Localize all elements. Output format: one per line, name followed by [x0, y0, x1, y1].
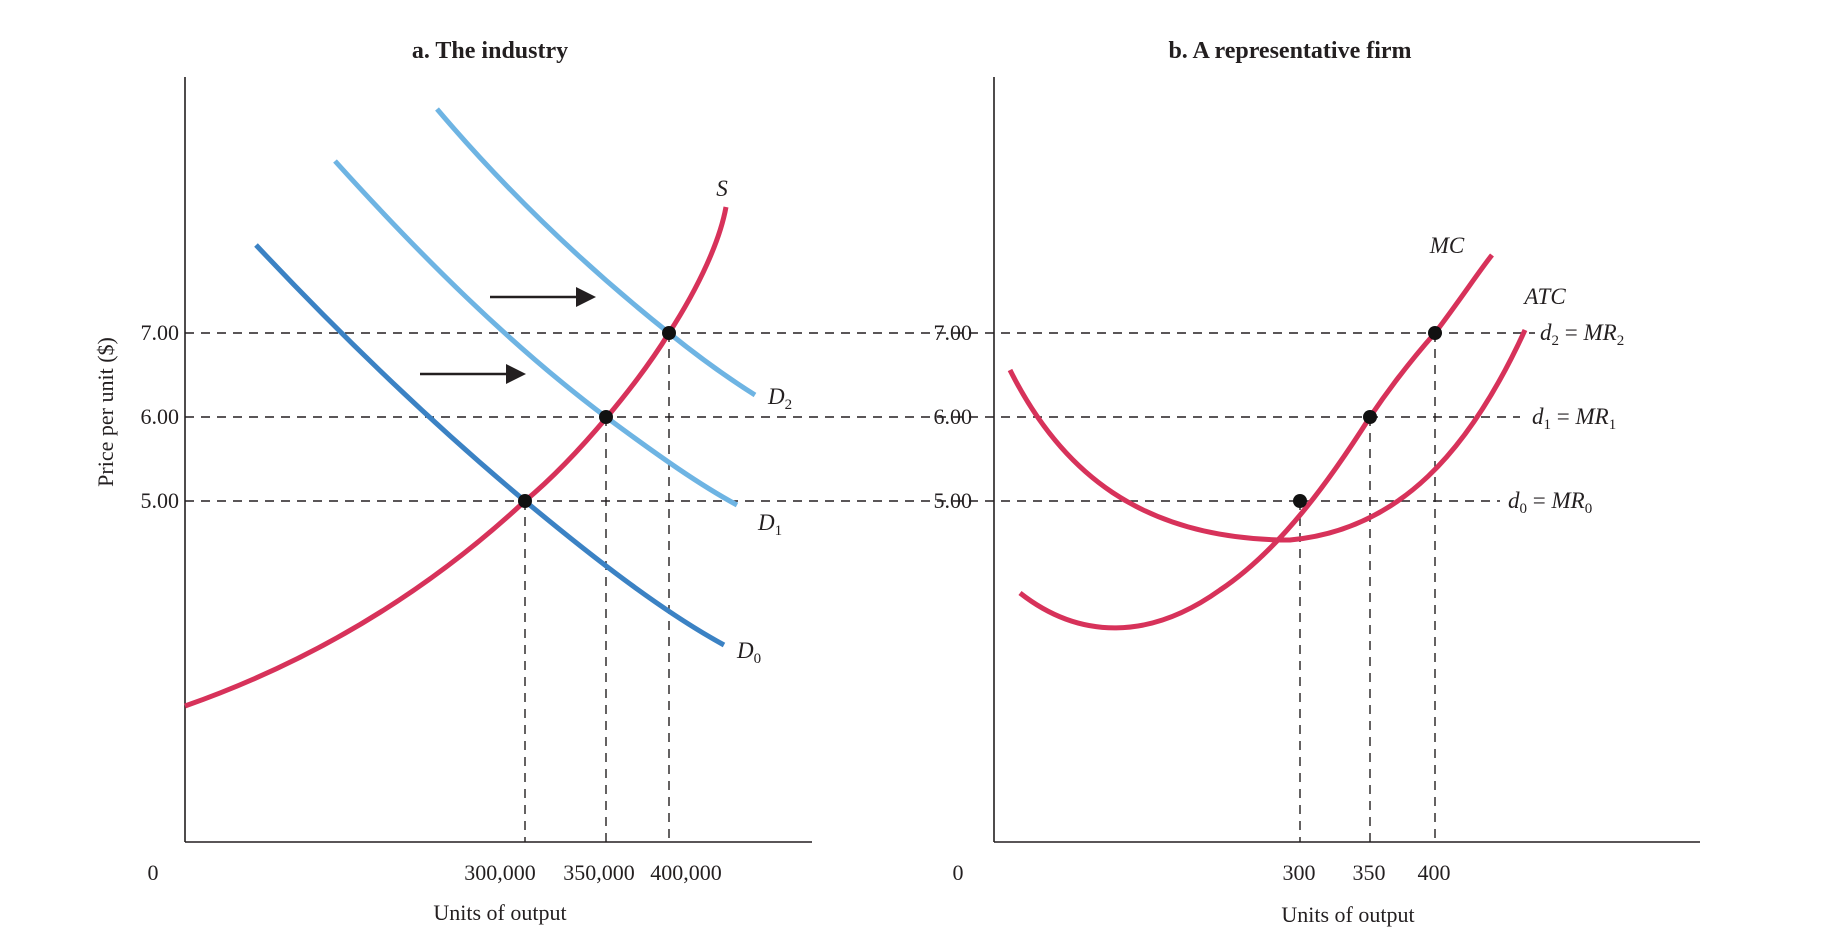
label-d1-mr1-mr: MR [1574, 404, 1608, 429]
label-d0-mr0-dsub: 0 [1520, 501, 1528, 517]
panel-b-x-tick-300: 300 [1283, 860, 1316, 885]
label-d0-mr0-mrsub: 0 [1585, 501, 1593, 517]
panel-a-equilibrium-350000 [599, 410, 613, 424]
panel-b-x-axis-label: Units of output [1281, 902, 1414, 927]
panel-a-y-tick-600: 6.00 [141, 404, 180, 429]
series-d2 [435, 107, 757, 398]
label-d1-main: D [757, 510, 775, 535]
label-d2-sub: 2 [785, 397, 793, 413]
series-s [184, 206, 729, 709]
label-atc: ATC [1522, 284, 1566, 309]
series-d1 [333, 159, 739, 508]
panel-a-title: a. The industry [412, 38, 568, 64]
label-d2-mr2: d2 = MR2 [1540, 320, 1624, 349]
label-d2-mr2-d: d [1540, 320, 1552, 345]
label-d2-mr2-mrsub: 2 [1617, 333, 1625, 349]
label-d2-mr2-eq: = [1559, 320, 1583, 345]
panel-a-x-axis-label: Units of output [433, 900, 566, 925]
panel-a-y-tick-700: 7.00 [141, 320, 180, 345]
label-d1-mr1-mrsub: 1 [1609, 417, 1617, 433]
label-d0-main: D [736, 638, 754, 663]
panel-a-x-tick-300000: 300,000 [464, 860, 536, 885]
y-axis-label: Price per unit ($) [93, 337, 118, 487]
label-d2-main: D [767, 384, 785, 409]
label-d1-mr1: d1 = MR1 [1532, 404, 1616, 433]
panel-a-y-tick-500: 5.00 [141, 488, 180, 513]
label-d1-sub: 1 [775, 523, 783, 539]
panel-b-title: b. A representative firm [1168, 38, 1411, 64]
label-d2-mr2-mr: MR [1582, 320, 1616, 345]
series-mc [1018, 253, 1494, 631]
label-d0-mr0: d0 = MR0 [1508, 488, 1592, 517]
label-mc: MC [1429, 233, 1465, 258]
label-d1-mr1-d: d [1532, 404, 1544, 429]
label-d1-mr1-dsub: 1 [1544, 417, 1552, 433]
label-s: S [716, 176, 728, 201]
panel-a-x-tick-400000: 400,000 [650, 860, 722, 885]
shift-arrow-upper-head [576, 287, 596, 307]
panel-a-x-tick-350000: 350,000 [563, 860, 635, 885]
label-d1: D1 [757, 510, 782, 539]
label-d1-mr1-eq: = [1551, 404, 1575, 429]
panel-b-x-tick-350: 350 [1353, 860, 1386, 885]
label-d2: D2 [767, 384, 792, 413]
label-d0: D0 [736, 638, 761, 667]
shift-arrow-lower-head [506, 364, 526, 384]
label-s-main: S [716, 176, 728, 201]
series-d0 [254, 243, 726, 648]
panel-b-x-tick-400: 400 [1418, 860, 1451, 885]
panel-b-equilibrium-350 [1363, 410, 1377, 424]
panel-a-equilibrium-300000 [518, 494, 532, 508]
panel-a-equilibrium-400000 [662, 326, 676, 340]
panel-b-equilibrium-300 [1293, 494, 1307, 508]
label-d0-mr0-eq: = [1527, 488, 1551, 513]
panel-b-equilibrium-400 [1428, 326, 1442, 340]
panel-a-origin-label: 0 [148, 860, 159, 885]
label-d2-mr2-dsub: 2 [1552, 333, 1560, 349]
series-atc [1007, 328, 1528, 543]
label-d0-mr0-mr: MR [1550, 488, 1584, 513]
label-d0-mr0-d: d [1508, 488, 1520, 513]
panel-b-origin-label: 0 [953, 860, 964, 885]
label-d0-sub: 0 [754, 651, 762, 667]
